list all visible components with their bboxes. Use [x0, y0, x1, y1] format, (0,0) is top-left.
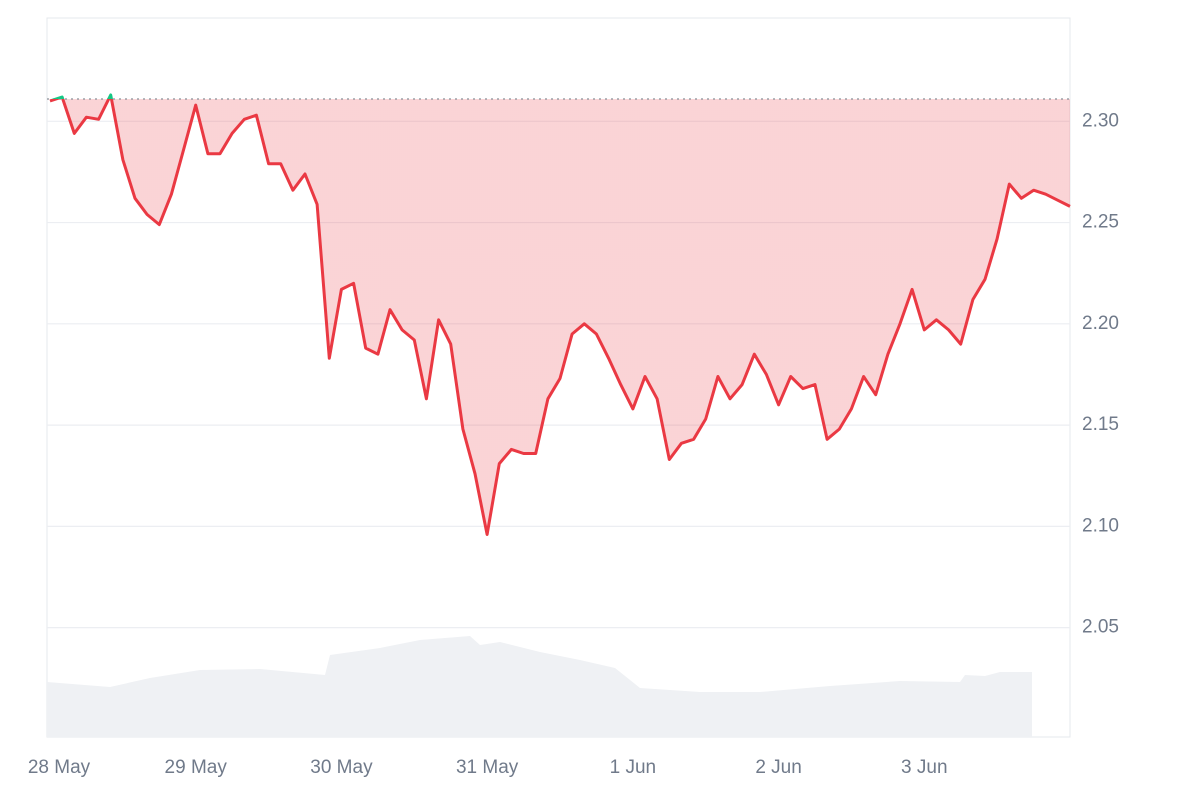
price-area [50, 95, 1070, 535]
x-tick-label: 2 Jun [755, 757, 801, 778]
y-tick-label: 2.10 [1082, 515, 1119, 536]
y-tick-label: 2.05 [1082, 617, 1119, 638]
x-tick-label: 1 Jun [610, 757, 656, 778]
x-tick-label: 28 May [28, 757, 91, 778]
y-tick-label: 2.25 [1082, 212, 1119, 233]
x-tick-label: 30 May [310, 757, 373, 778]
y-tick-label: 2.15 [1082, 414, 1119, 435]
x-tick-label: 29 May [165, 757, 228, 778]
price-line [49, 99, 1071, 536]
x-tick-label: 3 Jun [901, 757, 947, 778]
x-tick-label: 31 May [456, 757, 519, 778]
plot-layer: 2.05 2.10 2.15 2.20 2.25 2.30 28 May 29 May 30 M… [28, 93, 1119, 778]
y-tick-label: 2.30 [1082, 110, 1119, 131]
volume-area [47, 636, 1032, 737]
y-tick-label: 2.20 [1082, 313, 1119, 334]
